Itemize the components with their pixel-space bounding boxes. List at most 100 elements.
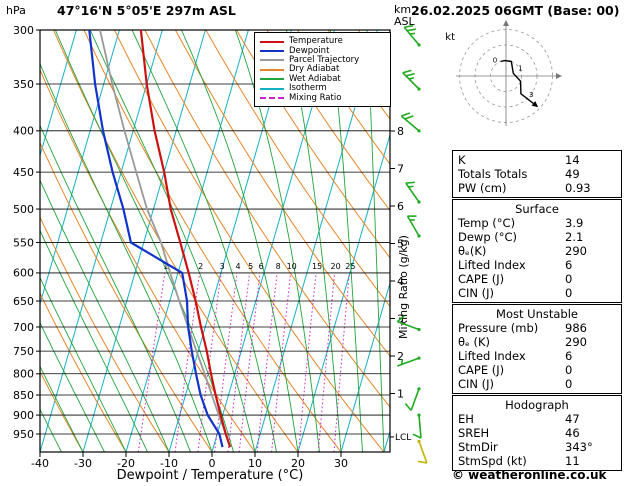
svg-text:-10: -10 xyxy=(160,457,178,470)
hodograph-panel-title: Hodograph xyxy=(505,398,569,412)
pressure-unit-label: hPa xyxy=(6,4,26,17)
svg-text:4: 4 xyxy=(397,275,404,288)
svg-text:2: 2 xyxy=(397,350,404,363)
svg-text:900: 900 xyxy=(13,409,34,422)
hodograph-stats-panel: Hodograph EH 47 SREH 46 StmDir 343° StmS… xyxy=(452,395,622,471)
panel-row-label: Dewp (°C) xyxy=(458,230,518,244)
panel-row-value: 47 xyxy=(565,412,580,426)
svg-text:750: 750 xyxy=(13,345,34,358)
panel-row-value: 49 xyxy=(565,167,580,181)
most-unstable-panel-title: Most Unstable xyxy=(496,307,578,321)
svg-text:1: 1 xyxy=(163,262,168,271)
parcel-trajectory-line xyxy=(99,30,232,448)
surface-panel: Surface Temp (°C) 3.9 Dewp (°C) 2.1 θₑ(K… xyxy=(452,199,622,303)
legend-item-dewpoint: Dewpoint xyxy=(260,46,385,55)
svg-text:-40: -40 xyxy=(31,457,49,470)
svg-text:350: 350 xyxy=(13,78,34,91)
copyright-text: © weatheronline.co.uk xyxy=(452,468,607,482)
svg-text:7: 7 xyxy=(397,163,404,176)
panel-row-label: Pressure (mb) xyxy=(458,321,539,335)
panel-row-value: 6 xyxy=(565,258,573,272)
svg-text:30: 30 xyxy=(334,457,348,470)
legend-item-label: Isotherm xyxy=(289,83,327,94)
surface-panel-title: Surface xyxy=(515,202,559,216)
hodograph-plot: kt 0 1 3 xyxy=(445,20,562,126)
svg-text:10: 10 xyxy=(287,262,297,271)
svg-text:550: 550 xyxy=(13,236,34,249)
panel-row: Lifted Index 6 xyxy=(453,349,621,363)
legend-item-wet-adiabat: Wet Adiabat xyxy=(260,73,385,84)
panel-row: Temp (°C) 3.9 xyxy=(453,216,621,230)
panel-row-label: K xyxy=(458,153,466,167)
legend-item-label: Wet Adiabat xyxy=(289,73,341,84)
svg-text:400: 400 xyxy=(13,125,34,138)
mixing-ratio-labels: 1 2 3 4 5 6 8 10 15 20 25 xyxy=(163,262,355,271)
panel-row-value: 3.9 xyxy=(565,216,584,230)
temperature-axis: -40 -30 -20 -10 0 10 20 30 Dewpoint / Temperatur… xyxy=(31,452,348,483)
panel-row-value: 986 xyxy=(565,321,587,335)
panel-row-value: 2.1 xyxy=(565,230,584,244)
svg-text:3: 3 xyxy=(529,91,533,99)
panel-row: Totals Totals 49 xyxy=(453,167,621,181)
panel-row-value: 11 xyxy=(565,454,580,468)
svg-text:500: 500 xyxy=(13,203,34,216)
svg-text:700: 700 xyxy=(13,321,34,334)
panel-row: CAPE (J) 0 xyxy=(453,272,621,286)
legend-item-mixing-ratio: Mixing Ratio xyxy=(260,93,385,102)
panel-row-label: PW (cm) xyxy=(458,181,507,195)
panel-row: CIN (J) 0 xyxy=(453,286,621,300)
panel-row-label: Lifted Index xyxy=(458,258,526,272)
svg-text:3: 3 xyxy=(220,262,225,271)
panel-row-value: 0 xyxy=(565,363,573,377)
panel-row-value: 290 xyxy=(565,335,587,349)
panel-row-label: CIN (J) xyxy=(458,377,495,391)
svg-text:1: 1 xyxy=(397,388,404,401)
panel-row-label: CAPE (J) xyxy=(458,272,505,286)
svg-text:-30: -30 xyxy=(74,457,92,470)
panel-row: θₑ(K) 290 xyxy=(453,244,621,258)
svg-text:450: 450 xyxy=(13,166,34,179)
legend-item-label: Dry Adiabat xyxy=(289,64,340,75)
panel-row: K 14 xyxy=(453,153,621,167)
panel-row-value: 14 xyxy=(565,153,580,167)
dry-adiabat-line-swatch xyxy=(260,68,284,71)
panel-row-value: 46 xyxy=(565,426,580,440)
panel-row-value: 0 xyxy=(565,377,573,391)
panel-row-value: 343° xyxy=(565,440,593,454)
svg-text:300: 300 xyxy=(13,24,34,37)
legend-item-label: Mixing Ratio xyxy=(289,92,342,103)
svg-text:20: 20 xyxy=(291,457,305,470)
panel-row-value: 290 xyxy=(565,244,587,258)
legend-item-temperature: Temperature xyxy=(260,37,385,46)
panel-row-label: CIN (J) xyxy=(458,286,495,300)
svg-text:650: 650 xyxy=(13,295,34,308)
panel-row: StmDir 343° xyxy=(453,440,621,454)
panel-row: EH 47 xyxy=(453,412,621,426)
svg-text:5: 5 xyxy=(397,238,404,251)
svg-text:ASL: ASL xyxy=(394,15,416,28)
panel-row-value: 0.93 xyxy=(565,181,591,195)
panel-row: Lifted Index 6 xyxy=(453,258,621,272)
panel-row-label: θₑ(K) xyxy=(458,244,487,258)
panel-row-label: Lifted Index xyxy=(458,349,526,363)
svg-text:1: 1 xyxy=(518,64,522,72)
svg-text:4: 4 xyxy=(235,262,240,271)
panel-row: Pressure (mb) 986 xyxy=(453,321,621,335)
panel-row: PW (cm) 0.93 xyxy=(453,181,621,195)
svg-text:LCL: LCL xyxy=(395,433,411,443)
svg-text:0: 0 xyxy=(493,56,497,64)
model-run-title: 26.02.2025 06GMT (Base: 00) xyxy=(411,3,620,18)
svg-text:800: 800 xyxy=(13,368,34,381)
panel-row-label: θₑ (K) xyxy=(458,335,491,349)
svg-text:8: 8 xyxy=(397,125,404,138)
legend-item-label: Dewpoint xyxy=(289,45,330,56)
panel-row-label: Temp (°C) xyxy=(458,216,516,230)
panel-row-label: EH xyxy=(458,412,474,426)
svg-text:0: 0 xyxy=(209,457,216,470)
svg-text:10: 10 xyxy=(248,457,262,470)
plot-border xyxy=(39,29,391,453)
most-unstable-panel: Most Unstable Pressure (mb) 986 θₑ (K) 2… xyxy=(452,304,622,394)
